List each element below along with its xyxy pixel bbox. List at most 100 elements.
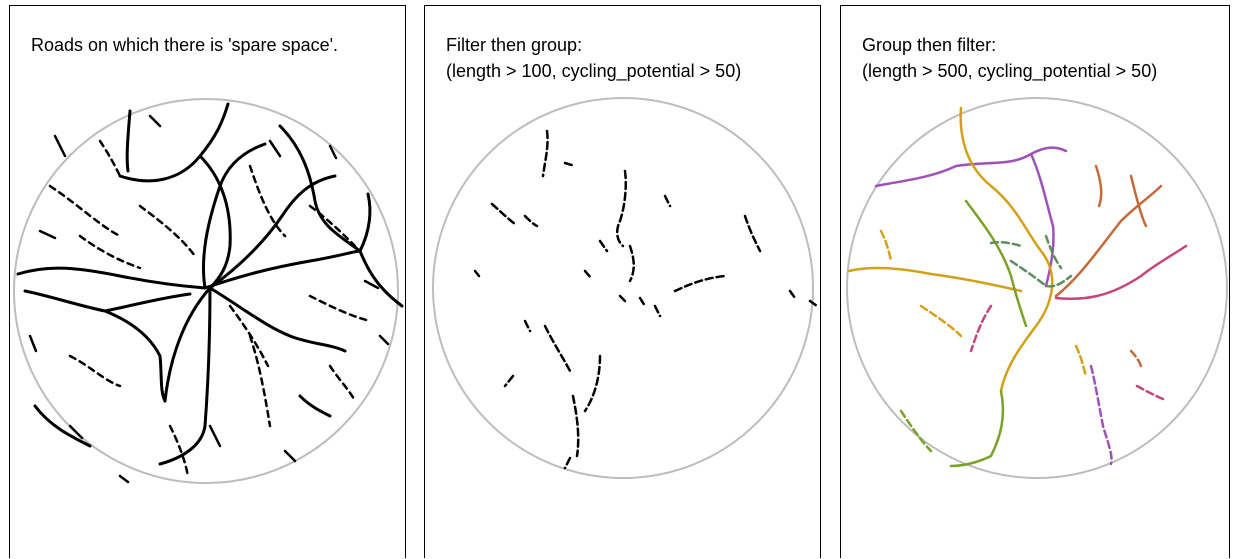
study-area-boundary — [432, 97, 814, 479]
road-segment — [490, 202, 517, 226]
road-segment — [563, 161, 577, 168]
road-group-pink — [1135, 384, 1165, 401]
road-segment — [628, 244, 635, 283]
road-segment — [283, 449, 297, 463]
panel-title: Group then filter: (length > 500, cyclin… — [862, 32, 1157, 84]
study-area-boundary — [13, 98, 399, 484]
road-segment — [543, 324, 572, 373]
road-segment — [168, 424, 190, 478]
road-group-darkgreen — [989, 240, 1023, 248]
panel-title: Roads on which there is 'spare space'. — [31, 32, 338, 58]
road-segment — [598, 239, 609, 253]
road-segment — [363, 279, 380, 290]
road-segment — [138, 204, 197, 258]
road-group-pink — [1054, 244, 1188, 301]
road-segment — [788, 289, 797, 300]
road-network — [16, 102, 404, 484]
road-group-orange — [1074, 344, 1088, 378]
road-segment — [298, 394, 332, 418]
road-group-green — [949, 389, 1005, 468]
road-segment — [618, 294, 627, 303]
road-segment — [663, 194, 672, 208]
road-segment — [308, 294, 372, 323]
road-segment — [615, 169, 628, 248]
map-all-roads — [13, 98, 404, 484]
road-network — [473, 129, 819, 470]
road-segment — [523, 214, 539, 228]
road-segment — [583, 354, 602, 413]
road-segment — [248, 334, 272, 428]
road-group-orange — [879, 229, 893, 263]
road-segment — [563, 456, 572, 470]
road-group-darkgreen — [1009, 259, 1073, 288]
road-segment — [68, 354, 122, 388]
road-segment — [28, 334, 38, 353]
road-segment — [68, 424, 84, 440]
road-segment — [98, 139, 122, 178]
road-group-purple — [1089, 364, 1113, 466]
panel-title-line-1: Group then filter: — [862, 35, 997, 55]
road-segment — [203, 249, 404, 308]
road-segment — [541, 129, 549, 178]
road-segment — [653, 304, 662, 318]
road-segment — [583, 269, 593, 280]
road-segment — [523, 319, 532, 333]
panel-filter-then-group: Filter then group: (length > 100, cyclin… — [424, 5, 821, 558]
road-network — [847, 106, 1188, 468]
road-group-orange — [847, 266, 1023, 293]
road-segment — [103, 309, 167, 403]
road-group-green — [899, 409, 933, 453]
road-segment — [328, 364, 357, 403]
road-segment — [638, 296, 647, 308]
panel-title-line-2: (length > 100, cycling_potential > 50) — [446, 61, 742, 81]
road-group-brown — [1054, 184, 1163, 298]
road-segment — [125, 109, 132, 173]
map-group-then-filter — [846, 97, 1228, 479]
study-area-boundary — [846, 97, 1228, 479]
road-segment — [53, 134, 67, 158]
map-filter-then-group — [432, 97, 819, 479]
road-segment — [158, 286, 212, 466]
road-group-pink — [969, 304, 993, 353]
road-group-orange — [919, 304, 963, 338]
road-segment — [23, 289, 192, 313]
road-segment — [328, 144, 338, 160]
road-segment — [208, 424, 222, 448]
road-group-brown — [1129, 349, 1143, 368]
panel-title: Filter then group: (length > 100, cyclin… — [446, 32, 741, 84]
panel-title-line-1: Filter then group: — [446, 35, 583, 55]
road-segment — [808, 299, 819, 308]
panel-all-roads: Roads on which there is 'spare space'. — [9, 5, 406, 558]
road-group-brown — [1094, 164, 1103, 208]
road-segment — [78, 234, 142, 270]
road-segment — [503, 374, 515, 388]
road-group-darkgreen — [1044, 234, 1063, 270]
road-segment — [33, 404, 92, 448]
road-segment — [208, 174, 337, 290]
panel-group-then-filter: Group then filter: (length > 500, cyclin… — [840, 5, 1230, 558]
road-segment — [118, 474, 130, 484]
road-segment — [208, 286, 347, 353]
road-segment — [16, 266, 207, 290]
road-segment — [268, 139, 282, 158]
road-segment — [38, 229, 57, 240]
road-segment — [378, 334, 390, 346]
road-segment — [228, 304, 270, 368]
road-group-brown — [1129, 174, 1148, 228]
road-group-purple — [874, 146, 1068, 188]
road-segment — [473, 269, 481, 278]
road-segment — [202, 142, 267, 290]
road-segment — [308, 204, 357, 248]
panel-title-line-2: (length > 500, cycling_potential > 50) — [862, 61, 1158, 81]
road-segment — [198, 154, 232, 290]
road-segment — [571, 394, 580, 458]
road-segment — [163, 286, 212, 403]
road-segment — [673, 274, 727, 293]
road-segment — [148, 114, 162, 128]
road-segment — [358, 192, 372, 253]
road-segment — [248, 164, 287, 238]
road-segment — [743, 214, 762, 253]
road-group-orange — [959, 106, 1054, 393]
road-segment — [48, 184, 122, 238]
panel-title-line-1: Roads on which there is 'spare space'. — [31, 35, 339, 55]
